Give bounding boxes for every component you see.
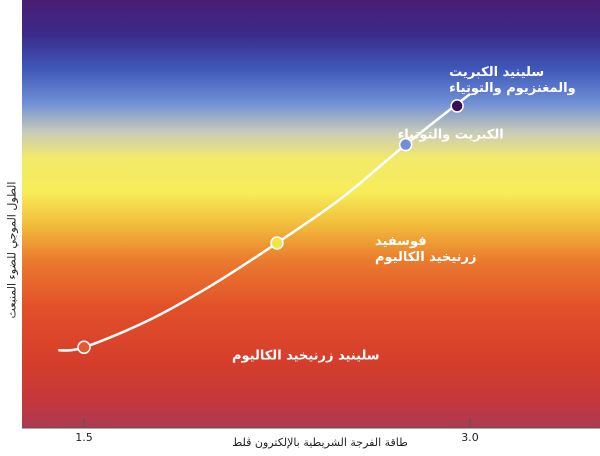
point-marker-2 <box>398 137 413 152</box>
x-axis-label: طاقة الفرجة الشريطية بالإلكترون ڤلط <box>232 436 408 449</box>
point-label-0-line-0: سلينيد زرنيخيد الكاليوم <box>232 348 380 363</box>
x-tick-label-0: 1.5 <box>75 431 93 444</box>
x-tick-label-1: 3.0 <box>461 431 479 444</box>
point-label-3-line-1: والمغنزيوم والتوتياء <box>449 81 576 96</box>
point-label-1-line-1: زرنيخيد الكاليوم <box>375 250 477 265</box>
point-marker-3 <box>450 99 464 113</box>
point-marker-0 <box>77 340 91 355</box>
point-label-3-line-0: سلينيد الكبريت <box>449 65 544 80</box>
spectrum-background <box>22 0 600 428</box>
point-label-1-line-0: فوسفيد <box>375 234 427 249</box>
y-axis-label: الطول الموجي للضوء المنبعث <box>5 181 19 319</box>
point-label-2-line-0: الكبريت والتوتياء <box>398 128 504 143</box>
point-marker-1 <box>270 236 284 250</box>
